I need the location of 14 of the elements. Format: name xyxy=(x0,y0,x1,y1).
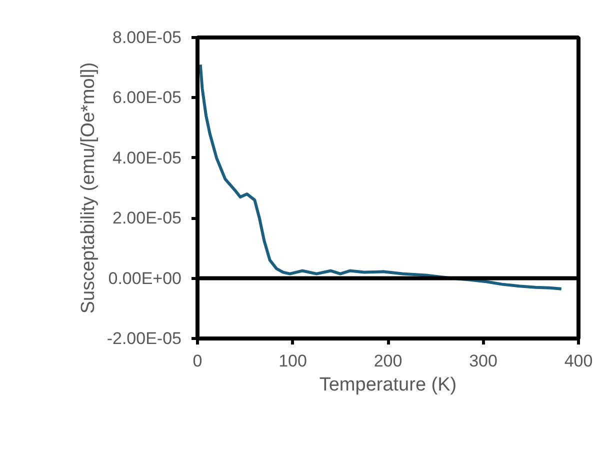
x-tick-label: 300 xyxy=(469,352,498,370)
y-tick-label: 2.00E-05 xyxy=(112,208,182,228)
y-axis-title: Susceptability (emu/[Oe*mol]) xyxy=(78,62,99,314)
y-tick-label: 8.00E-05 xyxy=(112,28,182,47)
x-tick-label: 200 xyxy=(374,352,402,370)
x-tick-label: 0 xyxy=(192,352,202,370)
y-tick-label: 0.00E+00 xyxy=(108,268,182,288)
y-tick-label: 4.00E-05 xyxy=(112,148,182,168)
y-tick-label: -2.00E-05 xyxy=(106,329,182,348)
x-tick-label: 400 xyxy=(564,352,593,370)
x-tick-label: 100 xyxy=(278,352,307,370)
line-series xyxy=(198,63,563,290)
y-tick-label: 6.00E-05 xyxy=(112,88,182,108)
x-axis-title: Temperature (K) xyxy=(319,374,457,396)
